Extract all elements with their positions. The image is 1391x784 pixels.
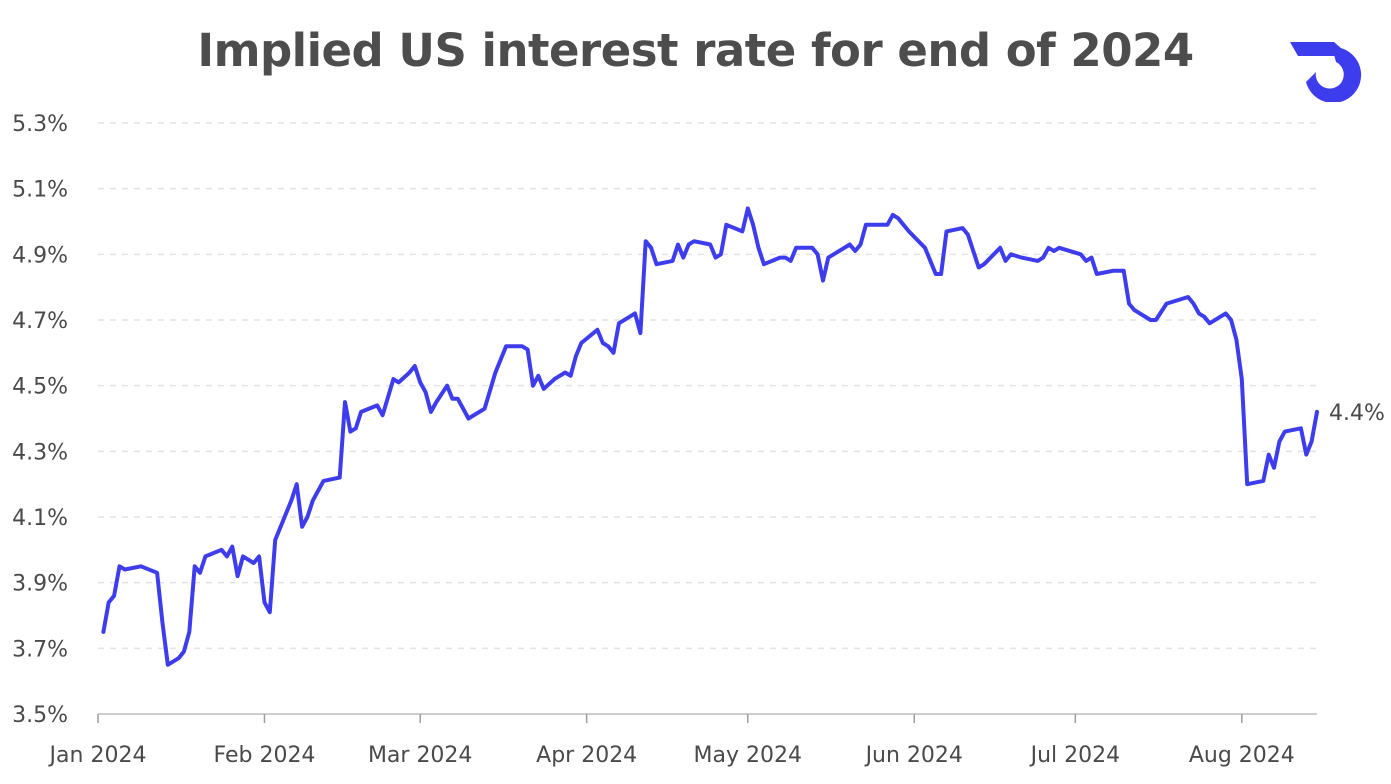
end-value-label: 4.4%: [1329, 401, 1385, 426]
x-tick-label: Jul 2024: [1029, 743, 1121, 768]
y-tick-label: 3.9%: [12, 572, 68, 597]
series-line: [101, 206, 1319, 667]
y-tick-label: 5.1%: [12, 178, 68, 203]
x-tick-label: Jun 2024: [864, 743, 963, 768]
x-tick-label: Apr 2024: [536, 743, 637, 768]
x-axis: Jan 2024 Feb 2024 Mar 2024 Apr 2024 May 2024…: [48, 713, 1317, 768]
y-tick-label: 4.3%: [12, 440, 68, 465]
x-tick-label: Mar 2024: [368, 743, 473, 768]
y-tick-label: 4.1%: [12, 506, 68, 531]
x-tick-label: Jan 2024: [48, 743, 147, 768]
brand-logo-icon: [1290, 42, 1362, 102]
x-tick-label: May 2024: [694, 743, 802, 768]
brand-logo-ring: [1306, 46, 1362, 102]
chart-title: Implied US interest rate for end of 2024: [197, 24, 1194, 77]
y-tick-label: 3.5%: [12, 703, 68, 728]
y-axis: 3.5% 3.7% 3.9% 4.1% 4.3% 4.5% 4.7% 4.9% 5.1% 5.3%: [12, 112, 68, 728]
y-tick-label: 3.7%: [12, 637, 68, 662]
series-layer: [101, 206, 1319, 667]
y-tick-label: 4.9%: [12, 243, 68, 268]
y-tick-label: 4.5%: [12, 375, 68, 400]
annotation-layer: 4.4%: [1329, 401, 1385, 426]
y-tick-label: 5.3%: [12, 112, 68, 137]
x-tick-label: Aug 2024: [1189, 743, 1295, 768]
gridlines: [98, 122, 1317, 650]
x-tick-label: Feb 2024: [214, 743, 316, 768]
y-tick-label: 4.7%: [12, 309, 68, 334]
